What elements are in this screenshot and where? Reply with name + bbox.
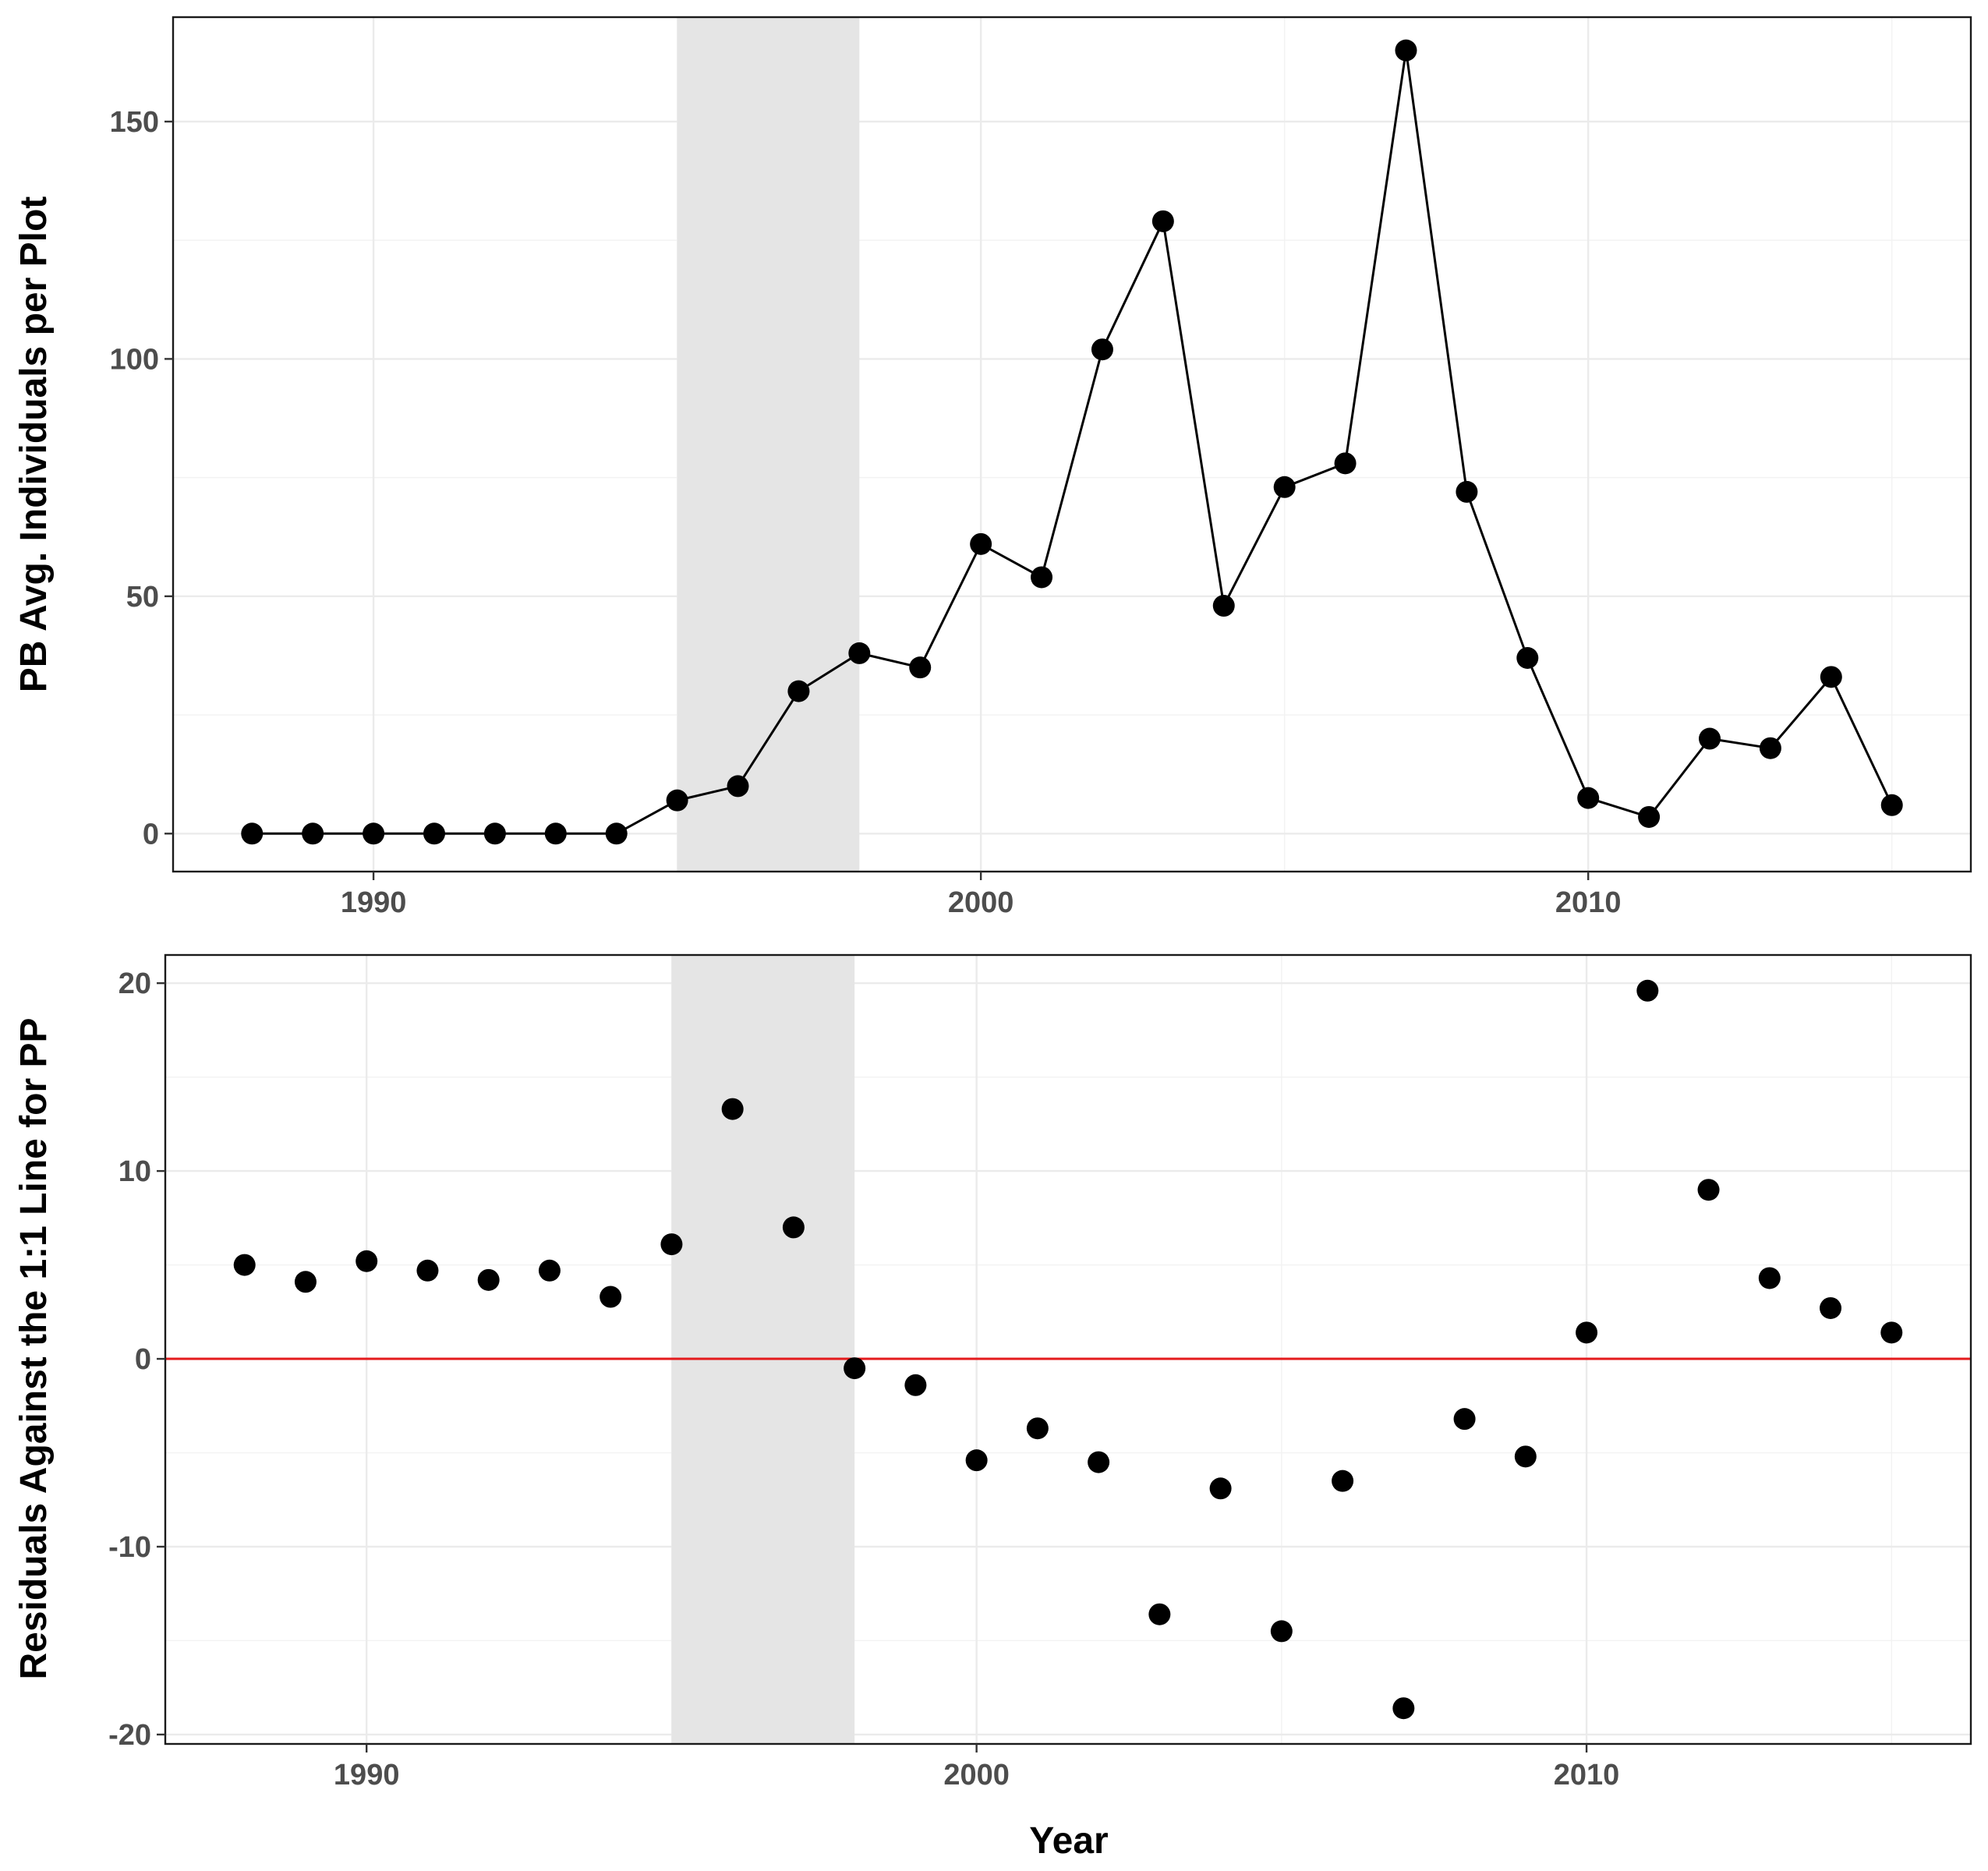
x-tick-label: 2010 bbox=[1554, 1759, 1620, 1791]
data-point bbox=[605, 822, 628, 845]
data-point bbox=[782, 1216, 805, 1239]
y-tick-label: 50 bbox=[126, 581, 159, 614]
data-point bbox=[1699, 727, 1721, 750]
data-point bbox=[904, 1374, 927, 1396]
data-point bbox=[1212, 595, 1235, 617]
data-point bbox=[1636, 979, 1659, 1002]
panel-border bbox=[164, 953, 1972, 1745]
data-point bbox=[727, 775, 749, 798]
data-point bbox=[363, 822, 385, 845]
top-panel-line-chart: 1990 2000 2010 0 50 100 150 PB Avg. Individuals… bbox=[13, 16, 1972, 919]
x-tick-label: 2010 bbox=[1555, 886, 1622, 919]
data-point bbox=[1456, 480, 1478, 503]
y-tick-label: 10 bbox=[119, 1155, 151, 1188]
panel-background bbox=[173, 17, 1971, 872]
x-tick-label: 1990 bbox=[334, 1759, 400, 1791]
data-point bbox=[1334, 452, 1357, 475]
data-point bbox=[1091, 338, 1113, 361]
data-point bbox=[1270, 1620, 1293, 1643]
data-point bbox=[1758, 1267, 1781, 1289]
data-point bbox=[721, 1098, 744, 1120]
panel-background bbox=[165, 955, 1971, 1744]
data-point bbox=[1209, 1477, 1232, 1500]
data-point bbox=[1820, 1296, 1842, 1319]
data-point bbox=[544, 822, 567, 845]
data-point bbox=[241, 822, 264, 845]
y-tick-label: 150 bbox=[110, 106, 159, 139]
data-point bbox=[1577, 787, 1600, 809]
data-point bbox=[660, 1233, 683, 1256]
data-point bbox=[1880, 794, 1903, 816]
data-point bbox=[1516, 647, 1539, 669]
y-axis-title: PB Avg. Individuals per Plot bbox=[13, 196, 55, 693]
data-point bbox=[1148, 1603, 1171, 1625]
data-point bbox=[423, 822, 445, 845]
data-point bbox=[965, 1449, 988, 1472]
y-tick-label: -10 bbox=[108, 1531, 151, 1564]
data-point bbox=[909, 656, 932, 679]
data-point bbox=[1088, 1451, 1110, 1473]
data-point bbox=[970, 532, 992, 555]
data-point bbox=[294, 1271, 317, 1293]
bottom-panel-residual-scatter: 1990 2000 2010 -20 -10 0 10 20 Residuals Against… bbox=[13, 953, 1972, 1862]
data-point bbox=[1759, 737, 1781, 759]
data-point bbox=[1576, 1321, 1598, 1344]
y-axis-title: Residuals Against the 1:1 Line for PP bbox=[13, 1017, 55, 1679]
data-point bbox=[1031, 566, 1053, 589]
x-tick-label: 2000 bbox=[948, 886, 1014, 919]
data-point bbox=[844, 1357, 866, 1380]
x-axis-title: Year bbox=[1029, 1820, 1108, 1862]
data-point bbox=[1820, 666, 1842, 688]
y-tick-label: 0 bbox=[135, 1343, 151, 1376]
shaded-period bbox=[677, 17, 860, 872]
data-point bbox=[1880, 1321, 1903, 1344]
data-point bbox=[848, 642, 871, 664]
data-point bbox=[1273, 476, 1296, 498]
shaded-period bbox=[671, 955, 855, 1744]
series-line bbox=[252, 50, 1894, 835]
data-point bbox=[538, 1259, 561, 1282]
data-point bbox=[666, 789, 688, 812]
data-point bbox=[356, 1250, 378, 1272]
data-point bbox=[1026, 1417, 1049, 1440]
data-point bbox=[302, 822, 324, 845]
x-tick-label: 2000 bbox=[943, 1759, 1010, 1791]
data-point bbox=[1332, 1470, 1354, 1492]
data-point bbox=[483, 822, 506, 845]
data-point bbox=[787, 680, 810, 702]
data-point bbox=[1697, 1179, 1720, 1201]
y-tick-label: 100 bbox=[110, 343, 159, 376]
data-point bbox=[477, 1268, 500, 1291]
data-point bbox=[1638, 805, 1661, 828]
data-point bbox=[416, 1259, 439, 1282]
panel-border bbox=[172, 16, 1972, 873]
y-tick-label: 20 bbox=[119, 967, 151, 1000]
y-tick-label: -20 bbox=[108, 1719, 151, 1752]
x-tick-label: 1990 bbox=[341, 886, 407, 919]
data-point bbox=[1514, 1445, 1537, 1468]
data-point bbox=[600, 1286, 622, 1308]
data-point bbox=[1453, 1408, 1476, 1431]
data-point bbox=[233, 1254, 256, 1276]
data-point bbox=[1151, 210, 1174, 232]
data-point bbox=[1395, 39, 1417, 62]
y-tick-label: 0 bbox=[143, 818, 159, 851]
data-point bbox=[1392, 1697, 1415, 1720]
